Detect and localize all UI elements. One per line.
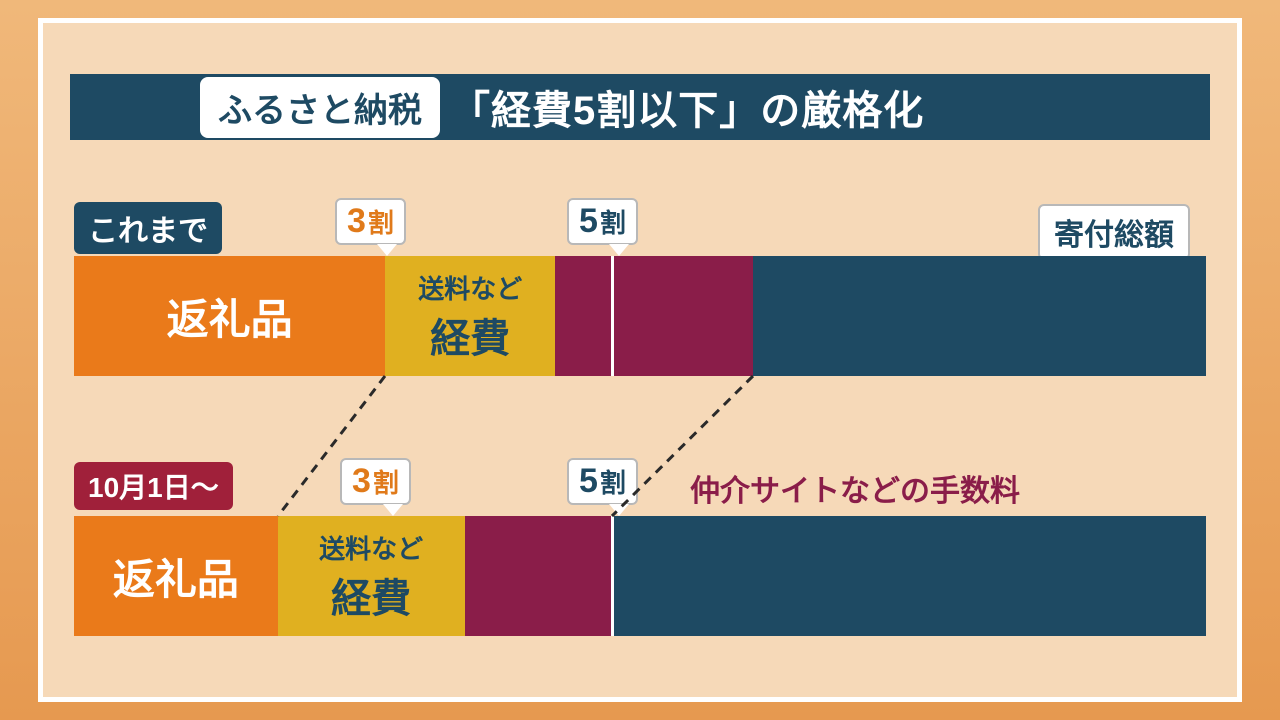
callout-suffix: 割 xyxy=(373,463,399,500)
bar-segment xyxy=(612,516,1206,636)
segment-label-line2: 経費 xyxy=(331,566,411,624)
fee-label: 仲介サイトなどの手数料 xyxy=(690,466,1020,510)
callout-num: 3 xyxy=(347,202,366,241)
label-before: これまで xyxy=(74,202,222,254)
callout-3wari-before: 3 割 xyxy=(335,198,406,245)
callout-5wari-before: 5 割 xyxy=(567,198,638,245)
segment-label-line1: 送料など xyxy=(418,269,522,306)
bar-segment: 送料など経費 xyxy=(278,516,465,636)
bar-segment: 送料など経費 xyxy=(385,256,555,376)
callout-num: 3 xyxy=(352,462,371,501)
callout-tail xyxy=(377,244,397,256)
segment-label-line1: 送料など xyxy=(319,529,423,566)
label-after: 10月1日～ xyxy=(74,462,233,510)
bar-segment xyxy=(753,256,1206,376)
canvas-bg: ふるさと納税 「経費5割以下」の厳格化 これまで 10月1日～ 3 割 5 割 … xyxy=(0,0,1280,720)
segment-label-line2: 経費 xyxy=(430,306,510,364)
callout-tail xyxy=(383,504,403,516)
callout-suffix: 割 xyxy=(600,463,626,500)
segment-label: 返礼品 xyxy=(113,546,239,607)
title-text: 「経費5割以下」の厳格化 xyxy=(450,78,924,136)
bar-row-before: 返礼品 送料など経費 xyxy=(74,256,1206,376)
segment-label: 返礼品 xyxy=(167,286,293,347)
bar-divider-after xyxy=(611,516,614,636)
bar-segment xyxy=(555,256,612,376)
callout-tail xyxy=(609,244,629,256)
bar-segment xyxy=(612,256,754,376)
callout-num: 5 xyxy=(579,462,598,501)
callout-5wari-after: 5 割 xyxy=(567,458,638,505)
callout-tail xyxy=(609,504,629,516)
callout-suffix: 割 xyxy=(600,203,626,240)
callout-num: 5 xyxy=(579,202,598,241)
bar-segment xyxy=(465,516,612,636)
bar-segment: 返礼品 xyxy=(74,516,278,636)
bar-row-after: 返礼品送料など経費 xyxy=(74,516,1206,636)
bar-segment: 返礼品 xyxy=(74,256,385,376)
bar-divider-before xyxy=(611,256,614,376)
callout-3wari-after: 3 割 xyxy=(340,458,411,505)
callout-suffix: 割 xyxy=(368,203,394,240)
callout-total: 寄付総額 xyxy=(1038,204,1190,260)
title-pill: ふるさと納税 xyxy=(200,77,440,138)
title-bar: ふるさと納税 「経費5割以下」の厳格化 xyxy=(70,74,1210,140)
